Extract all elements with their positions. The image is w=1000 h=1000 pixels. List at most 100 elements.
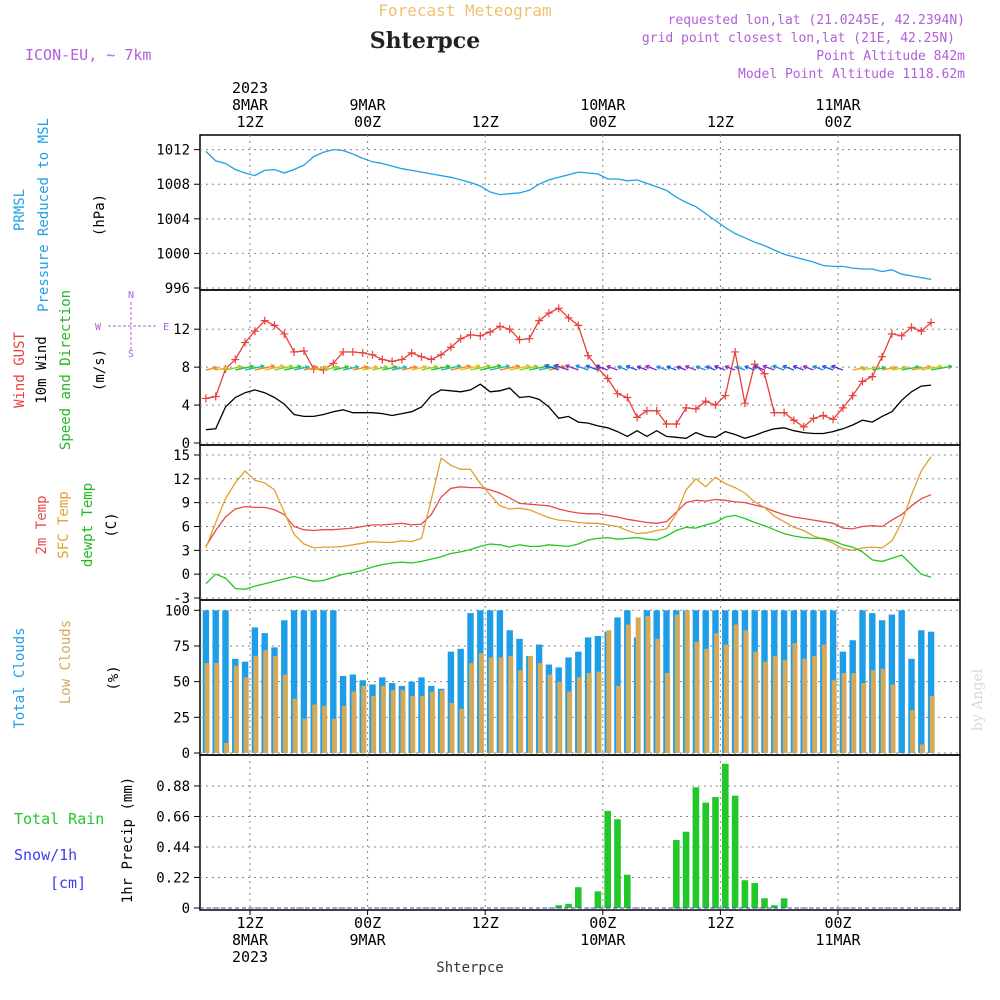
rain-bar	[702, 803, 709, 908]
low-clouds-bar	[469, 663, 474, 753]
low-clouds-bar	[606, 630, 611, 753]
temp-series-sfc-temp	[206, 457, 931, 551]
top-time-label: 12Z	[472, 113, 499, 131]
low-clouds-bar	[734, 625, 739, 753]
wind-panel: 0 4 8 12	[173, 290, 960, 452]
temp-ytick-label: 15	[173, 448, 190, 464]
low-clouds-bar	[410, 696, 415, 753]
low-clouds-bar	[685, 610, 690, 753]
clouds-ytick-label: 75	[173, 639, 190, 655]
precip-ytick-label: 0.66	[156, 809, 190, 825]
wind-ytick-label: 8	[182, 360, 190, 376]
gust-marker	[202, 394, 210, 402]
low-clouds-bar	[577, 677, 582, 753]
point-altitude: Point Altitude 842m	[816, 49, 965, 64]
temp-label-dewpt: dewpt Temp	[80, 483, 96, 567]
rain-bar	[565, 904, 572, 908]
low-clouds-bar	[244, 677, 249, 753]
low-clouds-bar	[587, 673, 592, 753]
wind-series-10m-wind	[206, 384, 931, 438]
model-altitude: Model Point Altitude 1118.62m	[738, 67, 965, 82]
time-axis-label: 00Z	[824, 914, 851, 932]
low-clouds-bar	[381, 686, 386, 753]
time-axis-label: 12Z	[707, 914, 734, 932]
top-time-label: 10MAR	[580, 96, 626, 114]
rain-bar	[722, 764, 729, 908]
low-clouds-bar	[508, 656, 513, 753]
low-clouds-bar	[263, 650, 268, 753]
clouds-ytick-label: 25	[173, 710, 190, 726]
requested-coords: requested lon,lat (21.0245E, 42.2394N)	[668, 13, 965, 28]
wind-label-gust: Wind GUST	[12, 332, 28, 408]
chart-title: Forecast Meteogram	[378, 1, 551, 20]
time-axis-label: 12Z	[236, 914, 263, 932]
rain-bar	[604, 811, 611, 908]
compass-e: E	[163, 322, 169, 333]
gust-marker	[672, 420, 680, 428]
low-clouds-bar	[832, 680, 837, 753]
low-clouds-bar	[254, 656, 259, 753]
low-clouds-bar	[214, 663, 219, 753]
gust-marker	[643, 407, 651, 415]
low-clouds-bar	[724, 645, 729, 753]
rain-bar	[732, 796, 739, 908]
clouds-panel: 0255075100	[165, 600, 960, 762]
temp-label-2m: 2m Temp	[34, 495, 50, 554]
temp-label-sfc: SFC Temp	[56, 491, 72, 558]
precip-unit: 1hr Precip (mm)	[120, 777, 136, 903]
low-clouds-bar	[920, 744, 925, 753]
clouds-label-low: Low Clouds	[58, 620, 74, 704]
precip-ytick-label: 0	[182, 901, 190, 917]
low-clouds-bar	[224, 743, 229, 753]
low-clouds-bar	[518, 670, 523, 753]
top-time-label: 00Z	[824, 113, 851, 131]
low-clouds-bar	[528, 656, 533, 753]
gust-marker	[476, 332, 484, 340]
gust-marker	[212, 393, 220, 401]
low-clouds-bar	[812, 656, 817, 753]
low-clouds-bar	[342, 706, 347, 753]
top-time-label: 2023	[232, 79, 268, 97]
clouds-label-total: Total Clouds	[12, 627, 28, 728]
rain-bar	[624, 875, 631, 908]
rain-bar	[575, 887, 582, 908]
gust-marker	[731, 348, 739, 356]
clouds-ytick-label: 50	[173, 675, 190, 691]
time-axis-label: 8MAR	[232, 931, 269, 949]
low-clouds-bar	[822, 645, 827, 753]
gust-marker	[878, 353, 886, 361]
rain-bar	[761, 898, 768, 908]
wind-label-dir: Speed and Direction	[58, 290, 74, 450]
time-axis-label: 10MAR	[580, 931, 626, 949]
gust-marker	[388, 357, 396, 365]
panels-layer: 996100010041008101204812-303691215025507…	[156, 135, 960, 917]
gust-marker	[300, 347, 308, 355]
pressure-series-prmsl	[206, 150, 931, 280]
gust-marker	[868, 373, 876, 381]
top-time-label: 12Z	[236, 113, 263, 131]
low-clouds-bar	[283, 675, 288, 753]
gust-marker	[369, 351, 377, 359]
meteogram-chart: Forecast Meteogram Shterpce ICON-EU, ~ 7…	[0, 0, 1000, 1000]
pressure-ytick-label: 1004	[156, 212, 190, 228]
low-clouds-bar	[763, 662, 768, 753]
rain-bar	[614, 819, 621, 908]
low-clouds-bar	[704, 649, 709, 753]
temp-unit: (C)	[104, 512, 120, 537]
low-clouds-bar	[430, 692, 435, 753]
low-clouds-bar	[930, 696, 935, 753]
temp-ytick-label: 12	[173, 472, 190, 488]
low-clouds-bar	[675, 615, 680, 753]
total-clouds-bar	[918, 630, 924, 753]
precip-panel-labels: Total Rain Snow/1h [cm] 1hr Precip (mm)	[14, 777, 136, 903]
low-clouds-bar	[273, 656, 278, 753]
temp-ytick-label: 0	[182, 567, 190, 583]
pressure-panel: 9961000100410081012	[156, 135, 960, 297]
low-clouds-bar	[567, 692, 572, 753]
low-clouds-bar	[489, 657, 494, 753]
gust-marker	[623, 393, 631, 401]
rain-bar	[673, 840, 680, 908]
gust-marker	[682, 404, 690, 412]
gust-marker	[633, 413, 641, 421]
compass-w: W	[95, 322, 102, 333]
